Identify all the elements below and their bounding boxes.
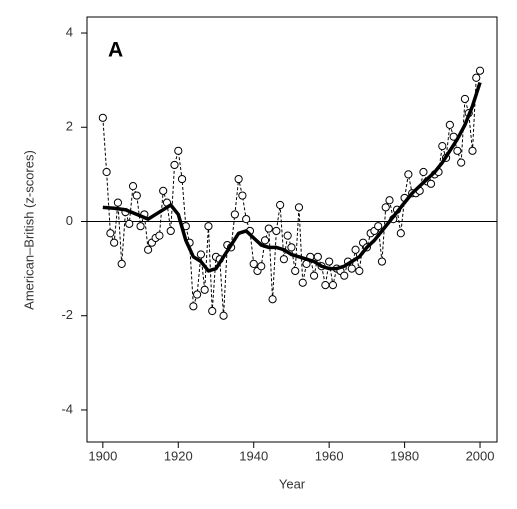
x-tick-label: 1940 (239, 448, 268, 463)
data-point (385, 196, 394, 205)
data-point (287, 243, 296, 252)
data-point (355, 266, 364, 276)
data-point (125, 219, 134, 228)
data-point (426, 179, 436, 188)
data-point (155, 231, 164, 240)
data-point (347, 264, 356, 273)
data-point (298, 278, 307, 287)
data-point (381, 203, 390, 212)
data-point (438, 142, 447, 151)
data-point (208, 306, 217, 316)
data-point (238, 191, 247, 200)
data-point (204, 222, 213, 231)
y-axis-label: American–British (z-scores) (21, 150, 36, 310)
data-point (309, 271, 319, 280)
data-point (457, 158, 466, 167)
data-point (257, 262, 266, 271)
x-tick-label: 1920 (164, 448, 193, 463)
data-point (325, 257, 334, 266)
x-axis-label: Year (279, 476, 306, 491)
data-point (328, 280, 338, 290)
data-point (177, 174, 187, 184)
data-point (321, 280, 330, 290)
data-point (117, 259, 126, 268)
data-point (98, 113, 107, 122)
data-point (230, 210, 239, 219)
x-tick-label: 2000 (466, 448, 495, 463)
data-point (264, 224, 273, 233)
data-point (260, 236, 270, 245)
data-point (276, 200, 285, 210)
data-point (396, 229, 405, 238)
data-point (377, 257, 387, 266)
data-point (234, 174, 243, 184)
data-point (351, 245, 360, 254)
y-tick-label: -2 (61, 307, 73, 322)
smooth-line (102, 81, 482, 273)
data-point (272, 226, 281, 236)
plot-frame (86, 16, 498, 443)
data-point (170, 160, 179, 170)
data-point (144, 245, 153, 254)
y-tick-label: -4 (61, 401, 73, 416)
data-line (102, 70, 481, 317)
y-tick-label: 4 (66, 24, 73, 39)
data-point (279, 255, 288, 264)
data-point (460, 94, 470, 104)
data-point (132, 191, 141, 200)
data-point (268, 295, 277, 304)
y-tick-label: 2 (66, 119, 73, 134)
data-point (249, 259, 258, 268)
data-point (242, 215, 251, 224)
data-point (468, 146, 477, 155)
data-point (196, 250, 206, 259)
data-point (283, 231, 292, 240)
data-point (404, 170, 413, 179)
data-point (374, 222, 383, 231)
data-point (219, 311, 228, 320)
data-point (174, 146, 183, 155)
data-point (193, 290, 202, 299)
data-point (102, 167, 111, 177)
data-point (200, 285, 209, 294)
data-point (128, 182, 138, 191)
data-point (445, 120, 454, 129)
data-point (291, 266, 300, 276)
panel-label: A (108, 39, 123, 62)
data-point (475, 66, 485, 75)
data-point (340, 271, 349, 280)
data-point (472, 73, 481, 82)
data-point (106, 229, 115, 238)
data-point (110, 238, 119, 247)
data-point (453, 146, 462, 155)
data-point (313, 252, 322, 261)
x-tick-label: 1960 (315, 448, 344, 463)
data-point (166, 226, 175, 236)
x-tick-label: 1900 (88, 448, 117, 463)
data-point (419, 167, 428, 177)
data-point (159, 186, 168, 195)
data-point (136, 222, 145, 231)
data-point (294, 203, 304, 212)
data-point (189, 302, 198, 311)
x-tick-label: 1980 (390, 448, 419, 463)
y-tick-label: 0 (66, 213, 73, 228)
data-point (113, 198, 123, 207)
